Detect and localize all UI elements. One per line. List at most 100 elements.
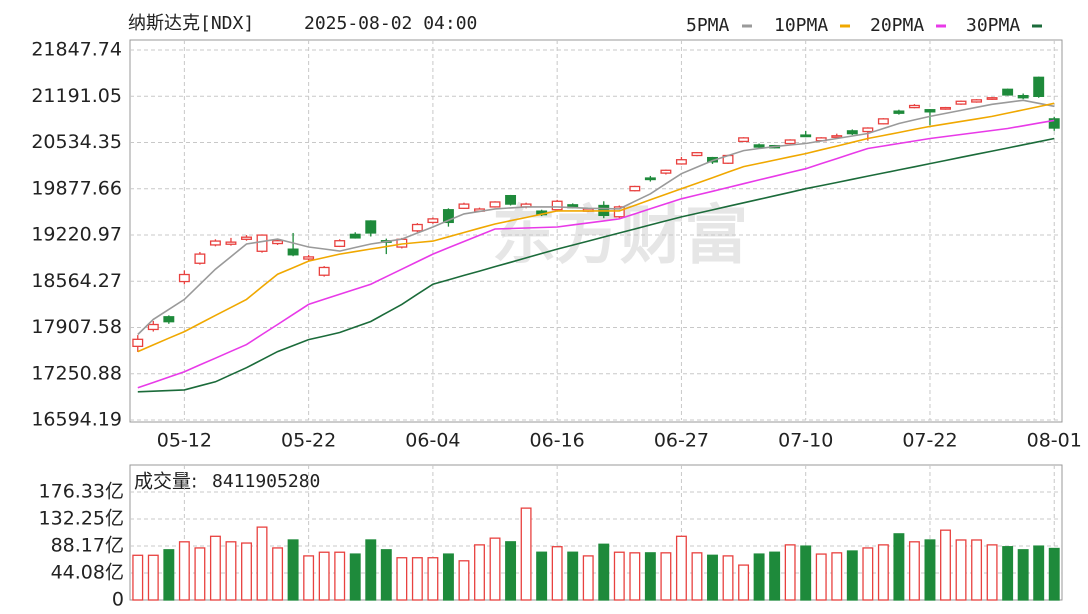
index-name: 纳斯达克[NDX] — [128, 13, 254, 34]
volume-bar — [877, 544, 889, 601]
y-tick-label: 19877.66 — [31, 177, 122, 199]
y-tick-label: 19220.97 — [31, 224, 122, 246]
volume-bar — [660, 552, 672, 601]
volume-bar — [132, 554, 144, 601]
candle-body — [365, 220, 377, 234]
volume-bar — [893, 533, 905, 601]
y-tick-label: 21191.05 — [31, 85, 122, 107]
x-tick-label: 06-27 — [654, 430, 709, 452]
volume-bar — [380, 549, 392, 601]
x-tick-label: 07-22 — [902, 430, 957, 452]
volume-bar — [272, 547, 284, 601]
candle-body — [458, 203, 470, 209]
volume-bar — [318, 551, 330, 601]
volume-bar — [349, 553, 361, 601]
y-tick-label: 16594.19 — [31, 409, 122, 431]
candle-body — [209, 240, 221, 246]
volume-frame — [129, 464, 1063, 601]
volume-bar — [147, 554, 159, 601]
candle-body — [691, 152, 703, 157]
candle-body — [986, 97, 998, 100]
volume-bar — [489, 537, 501, 601]
volume-bar — [1033, 545, 1045, 601]
ma-line — [137, 137, 1055, 393]
candle-body — [225, 241, 237, 245]
volume-bar — [691, 552, 703, 601]
candle-body — [1033, 76, 1045, 97]
datetime: 2025-08-02 04:00 — [304, 13, 477, 34]
candle-body — [287, 248, 299, 256]
candle-body — [877, 118, 889, 125]
volume-bar — [675, 535, 687, 601]
volume-bar — [241, 542, 252, 601]
candle-body — [784, 139, 796, 145]
candle-body — [551, 200, 563, 211]
candle-body — [862, 127, 874, 133]
candle-body — [831, 135, 843, 138]
volume-bar — [551, 546, 563, 601]
candle-body — [147, 323, 159, 331]
volume-bar — [644, 552, 656, 601]
volume-bar — [458, 560, 470, 601]
volume-tick-label: 44.08亿 — [51, 562, 124, 584]
legend-label: 10PMA — [774, 15, 828, 36]
candle-body — [955, 100, 967, 105]
candle-body — [660, 169, 672, 174]
candle-body — [1017, 94, 1029, 99]
volume-bar — [908, 541, 920, 601]
volume-label: 成交量: — [134, 471, 197, 493]
y-tick-label: 21847.74 — [31, 39, 122, 61]
volume-bar — [613, 551, 625, 601]
volume-bar — [846, 550, 858, 601]
x-tick-label: 06-16 — [530, 430, 585, 452]
candle-body — [194, 253, 206, 264]
ma-line — [137, 119, 1055, 389]
volume-bar — [411, 557, 423, 601]
candle-body — [411, 223, 423, 232]
x-tick-label: 07-10 — [778, 430, 833, 452]
candle-body — [800, 134, 812, 138]
volume-bar — [1002, 546, 1014, 601]
candle-body — [427, 218, 439, 224]
candle-body — [489, 201, 501, 208]
candle-body — [629, 185, 641, 192]
candle-body — [675, 159, 687, 165]
y-tick-label: 17907.58 — [31, 316, 122, 338]
candle-body — [644, 177, 656, 181]
candle-body — [908, 104, 920, 109]
volume-bar — [986, 544, 998, 601]
price-frame — [129, 39, 1063, 423]
volume-bar — [753, 553, 765, 601]
y-tick-label: 17250.88 — [31, 362, 122, 384]
candle-body — [940, 106, 951, 110]
volume-bar — [1017, 549, 1029, 601]
candle-body — [1048, 118, 1060, 129]
candle-body — [753, 144, 765, 148]
candle-body — [971, 99, 983, 103]
volume-bar — [722, 555, 734, 601]
candle-body — [846, 130, 858, 135]
volume-bar — [924, 539, 936, 601]
volume-bar — [178, 541, 190, 601]
volume-bar — [769, 551, 781, 601]
volume-bar — [707, 554, 718, 601]
volume-bar — [303, 555, 315, 601]
x-tick-label: 05-12 — [157, 430, 212, 452]
volume-bar — [474, 544, 485, 601]
ma-line — [137, 99, 1055, 336]
candle-body — [272, 240, 284, 245]
y-tick-label: 20534.35 — [31, 131, 122, 153]
volume-bar — [365, 539, 377, 601]
volume-bar — [520, 507, 532, 601]
candle-body — [1002, 88, 1014, 96]
y-tick-label: 18564.27 — [31, 270, 122, 292]
candle-body — [241, 236, 252, 240]
candle-body — [349, 233, 361, 239]
candle-body — [318, 266, 330, 276]
volume-bar — [334, 551, 346, 601]
candle-body — [738, 137, 750, 143]
volume-tick-label: 88.17亿 — [51, 534, 124, 556]
volume-bar — [505, 541, 517, 601]
volume-bar — [427, 557, 439, 601]
candle-body — [303, 256, 315, 260]
